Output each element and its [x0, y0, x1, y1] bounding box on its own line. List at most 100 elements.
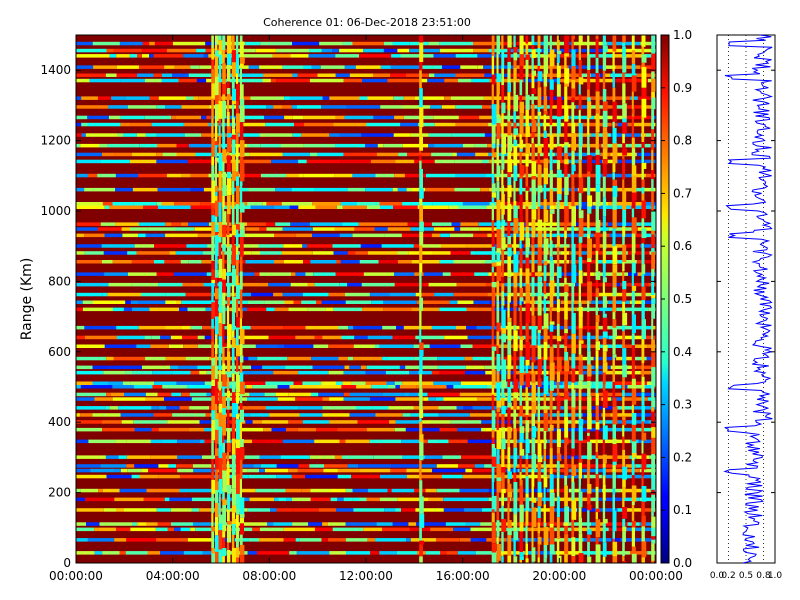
range-band-segment — [93, 65, 117, 69]
time-band-segment — [651, 516, 656, 528]
time-band-segment — [491, 448, 497, 457]
range-band-segment — [195, 527, 213, 532]
range-band-segment — [154, 260, 165, 264]
time-band-segment — [218, 458, 222, 479]
range-band-segment — [286, 497, 292, 502]
range-band-segment — [299, 413, 323, 417]
range-band-segment — [454, 159, 483, 164]
range-band-segment — [190, 370, 200, 375]
range-band-segment — [156, 202, 162, 206]
range-band-segment — [572, 325, 597, 330]
time-band-segment — [419, 456, 424, 461]
range-band-segment — [181, 173, 191, 178]
range-band-segment — [329, 551, 346, 555]
range-band-segment — [391, 54, 401, 58]
range-band-segment — [628, 251, 650, 255]
range-band-segment — [607, 427, 632, 432]
range-band-segment — [297, 73, 318, 77]
range-band-segment — [456, 406, 463, 410]
range-band-segment — [334, 227, 355, 231]
range-band-segment — [100, 464, 127, 468]
time-band-segment — [571, 464, 577, 476]
time-band-segment — [531, 179, 536, 190]
time-band-segment — [239, 318, 242, 329]
range-band-segment — [641, 187, 656, 192]
range-band-segment — [401, 508, 416, 512]
time-band-segment — [631, 501, 635, 506]
range-band-segment — [188, 260, 202, 264]
range-band-segment — [485, 173, 495, 178]
range-band-segment — [380, 474, 407, 479]
range-band-segment — [237, 115, 265, 120]
range-band-segment — [406, 538, 411, 542]
range-band-segment — [366, 365, 400, 370]
time-band-segment — [549, 554, 553, 563]
time-band-segment — [227, 272, 230, 283]
time-band-segment — [231, 524, 236, 535]
time-band-segment — [507, 277, 511, 293]
range-band-segment — [601, 488, 614, 493]
time-band-segment — [507, 491, 513, 498]
colorbar-tick-label: 0.6 — [673, 239, 692, 253]
time-band-segment — [231, 518, 237, 524]
time-band-segment — [513, 482, 518, 498]
range-band-segment — [246, 227, 260, 231]
time-band-segment — [419, 154, 422, 161]
time-band-segment — [602, 542, 607, 557]
time-band-segment — [501, 467, 506, 473]
time-band-segment — [218, 54, 223, 65]
range-band-segment — [257, 356, 288, 361]
time-band-segment — [501, 291, 505, 298]
range-band-segment — [206, 78, 213, 83]
range-band-segment — [322, 413, 350, 417]
time-band-segment — [602, 337, 607, 346]
time-band-segment — [578, 110, 581, 123]
range-band-segment — [130, 227, 148, 231]
x-tick-label: 04:00:00 — [146, 569, 200, 583]
time-band-segment — [218, 202, 222, 222]
time-band-segment — [227, 133, 231, 138]
time-band-segment — [564, 145, 568, 154]
time-band-segment — [239, 99, 245, 106]
range-band-segment — [451, 222, 461, 226]
range-band-segment — [76, 427, 103, 432]
range-band-segment — [76, 392, 107, 397]
range-band-segment — [253, 464, 261, 468]
time-band-segment — [525, 206, 529, 227]
time-band-segment — [236, 83, 240, 102]
time-band-segment — [549, 49, 555, 67]
range-band-segment — [190, 205, 223, 209]
time-band-segment — [622, 531, 626, 543]
range-band-segment — [231, 455, 260, 459]
time-band-segment — [578, 35, 583, 46]
range-band-segment — [262, 78, 271, 83]
time-band-segment — [578, 354, 583, 361]
time-band-segment — [507, 47, 511, 62]
time-band-segment — [595, 537, 599, 545]
range-band-segment — [414, 272, 424, 276]
range-band-segment — [430, 420, 451, 424]
time-band-segment — [595, 154, 600, 165]
range-band-segment — [333, 307, 363, 312]
time-band-segment — [491, 346, 497, 351]
range-band-segment — [475, 152, 489, 157]
time-band-segment — [215, 232, 218, 236]
range-band-segment — [603, 527, 609, 532]
time-band-segment — [519, 65, 524, 80]
time-band-segment — [531, 373, 536, 383]
time-band-segment — [651, 97, 656, 110]
range-band-segment — [274, 307, 289, 312]
range-band-segment — [456, 152, 476, 157]
range-band-segment — [314, 335, 323, 340]
time-band-segment — [556, 447, 561, 454]
range-band-segment — [461, 497, 489, 502]
time-band-segment — [496, 331, 500, 346]
time-band-segment — [419, 107, 424, 128]
time-band-segment — [612, 121, 615, 128]
time-band-segment — [587, 35, 590, 56]
range-band-segment — [248, 65, 260, 69]
time-band-segment — [222, 537, 225, 548]
time-band-segment — [496, 560, 499, 563]
time-band-segment — [501, 297, 505, 306]
time-band-segment — [231, 244, 236, 266]
